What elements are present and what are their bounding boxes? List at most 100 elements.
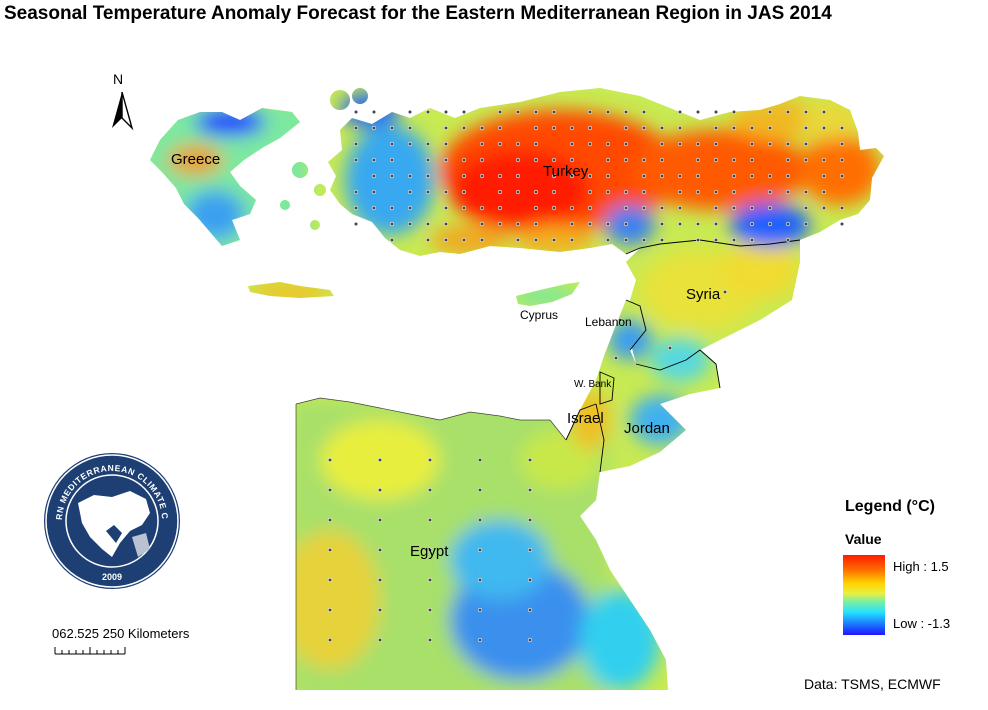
- grid-point-marker: [749, 157, 755, 163]
- label-turkey: Turkey: [543, 163, 589, 180]
- grid-point-marker: [527, 637, 533, 643]
- grid-point-marker: [443, 125, 449, 131]
- grid-point-marker: [677, 205, 683, 211]
- grid-point-marker: [713, 141, 719, 147]
- grid-point-marker: [353, 157, 359, 163]
- grid-point-marker: [443, 109, 449, 115]
- grid-point-marker: [623, 237, 629, 243]
- grid-point-marker: [551, 237, 557, 243]
- grid-point-marker: [749, 141, 755, 147]
- grid-point-marker: [479, 205, 485, 211]
- grid-point-marker: [425, 157, 431, 163]
- grid-point-marker: [641, 205, 647, 211]
- grid-point-marker: [785, 189, 791, 195]
- grid-point-marker: [785, 237, 791, 243]
- grid-point-marker: [731, 125, 737, 131]
- label-syria: Syria: [686, 286, 721, 303]
- grid-point-marker: [427, 457, 433, 463]
- grid-point-marker: [767, 205, 773, 211]
- legend-subtitle: Value: [845, 531, 882, 547]
- grid-point-marker: [427, 517, 433, 523]
- grid-point-marker: [821, 205, 827, 211]
- grid-point-marker: [667, 345, 673, 351]
- grid-point-marker: [587, 125, 593, 131]
- grid-point-marker: [605, 157, 611, 163]
- grid-point-marker: [803, 205, 809, 211]
- label-west-bank: W. Bank: [574, 379, 612, 390]
- grid-point-marker: [623, 205, 629, 211]
- grid-point-marker: [785, 141, 791, 147]
- grid-point-marker: [821, 173, 827, 179]
- grid-point-marker: [425, 237, 431, 243]
- grid-point-marker: [479, 237, 485, 243]
- grid-point-marker: [461, 189, 467, 195]
- grid-point-marker: [803, 157, 809, 163]
- grid-point-marker: [527, 457, 533, 463]
- grid-point-marker: [569, 141, 575, 147]
- grid-point-marker: [695, 109, 701, 115]
- grid-point-marker: [641, 109, 647, 115]
- grid-point-marker: [533, 205, 539, 211]
- grid-point-marker: [713, 125, 719, 131]
- grid-point-marker: [427, 547, 433, 553]
- grid-point-marker: [551, 157, 557, 163]
- grid-point-marker: [443, 157, 449, 163]
- grid-point-marker: [569, 205, 575, 211]
- grid-point-marker: [731, 237, 737, 243]
- label-israel: Israel: [567, 410, 604, 427]
- legend-title: Legend (°C): [845, 498, 935, 515]
- grid-point-marker: [389, 221, 395, 227]
- grid-point-marker: [605, 189, 611, 195]
- grid-point-marker: [821, 189, 827, 195]
- grid-point-marker: [425, 189, 431, 195]
- grid-point-marker: [613, 355, 619, 361]
- grid-point-marker: [587, 189, 593, 195]
- grid-point-marker: [695, 141, 701, 147]
- grid-point-marker: [605, 141, 611, 147]
- grid-point-marker: [749, 205, 755, 211]
- legend-color-ramp: [843, 555, 885, 635]
- grid-point-marker: [605, 237, 611, 243]
- grid-point-marker: [605, 221, 611, 227]
- grid-point-marker: [659, 173, 665, 179]
- grid-point-marker: [371, 109, 377, 115]
- grid-point-marker: [353, 205, 359, 211]
- grid-point-marker: [527, 517, 533, 523]
- north-arrow-icon: [112, 91, 134, 131]
- grid-point-marker: [371, 189, 377, 195]
- grid-point-marker: [477, 637, 483, 643]
- grid-point-marker: [785, 221, 791, 227]
- grid-point-marker: [767, 109, 773, 115]
- grid-point-marker: [327, 517, 333, 523]
- grid-point-marker: [497, 109, 503, 115]
- grid-point-marker: [785, 109, 791, 115]
- grid-point-marker: [425, 141, 431, 147]
- grid-point-marker: [515, 189, 521, 195]
- label-lebanon: Lebanon: [585, 315, 632, 329]
- grid-point-marker: [839, 173, 845, 179]
- grid-point-marker: [677, 189, 683, 195]
- grid-point-marker: [515, 141, 521, 147]
- grid-point-marker: [803, 189, 809, 195]
- grid-point-marker: [377, 517, 383, 523]
- grid-point-marker: [641, 237, 647, 243]
- grid-point-marker: [477, 607, 483, 613]
- grid-point-marker: [617, 317, 623, 323]
- grid-point-marker: [327, 607, 333, 613]
- grid-point-marker: [659, 157, 665, 163]
- grid-point-marker: [407, 173, 413, 179]
- grid-point-marker: [477, 547, 483, 553]
- grid-point-marker: [371, 157, 377, 163]
- grid-point-marker: [353, 141, 359, 147]
- grid-point-marker: [443, 141, 449, 147]
- grid-point-marker: [497, 189, 503, 195]
- scale-bar-label: 062.525 250 Kilometers: [52, 626, 190, 641]
- grid-point-marker: [389, 125, 395, 131]
- map-title: Seasonal Temperature Anomaly Forecast fo…: [4, 3, 832, 24]
- grid-point-marker: [353, 221, 359, 227]
- grid-point-marker: [749, 237, 755, 243]
- grid-point-marker: [749, 221, 755, 227]
- grid-point-marker: [587, 205, 593, 211]
- grid-point-marker: [677, 125, 683, 131]
- grid-point-marker: [767, 173, 773, 179]
